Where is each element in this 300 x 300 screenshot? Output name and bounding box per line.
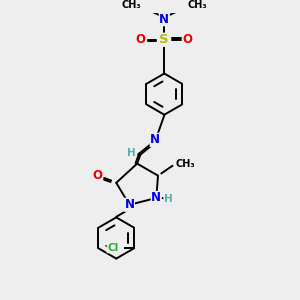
Text: CH₃: CH₃ (176, 159, 195, 169)
Text: O: O (136, 33, 146, 46)
Text: N: N (151, 191, 161, 204)
Text: S: S (160, 33, 169, 46)
Text: N: N (159, 13, 169, 26)
Text: CH₃: CH₃ (122, 0, 141, 10)
Text: H: H (164, 194, 173, 204)
Text: CH₃: CH₃ (187, 0, 207, 10)
Text: O: O (93, 169, 103, 182)
Text: H: H (127, 148, 136, 158)
Text: N: N (150, 134, 160, 146)
Text: Cl: Cl (107, 243, 118, 253)
Text: O: O (183, 33, 193, 46)
Text: N: N (124, 198, 134, 211)
